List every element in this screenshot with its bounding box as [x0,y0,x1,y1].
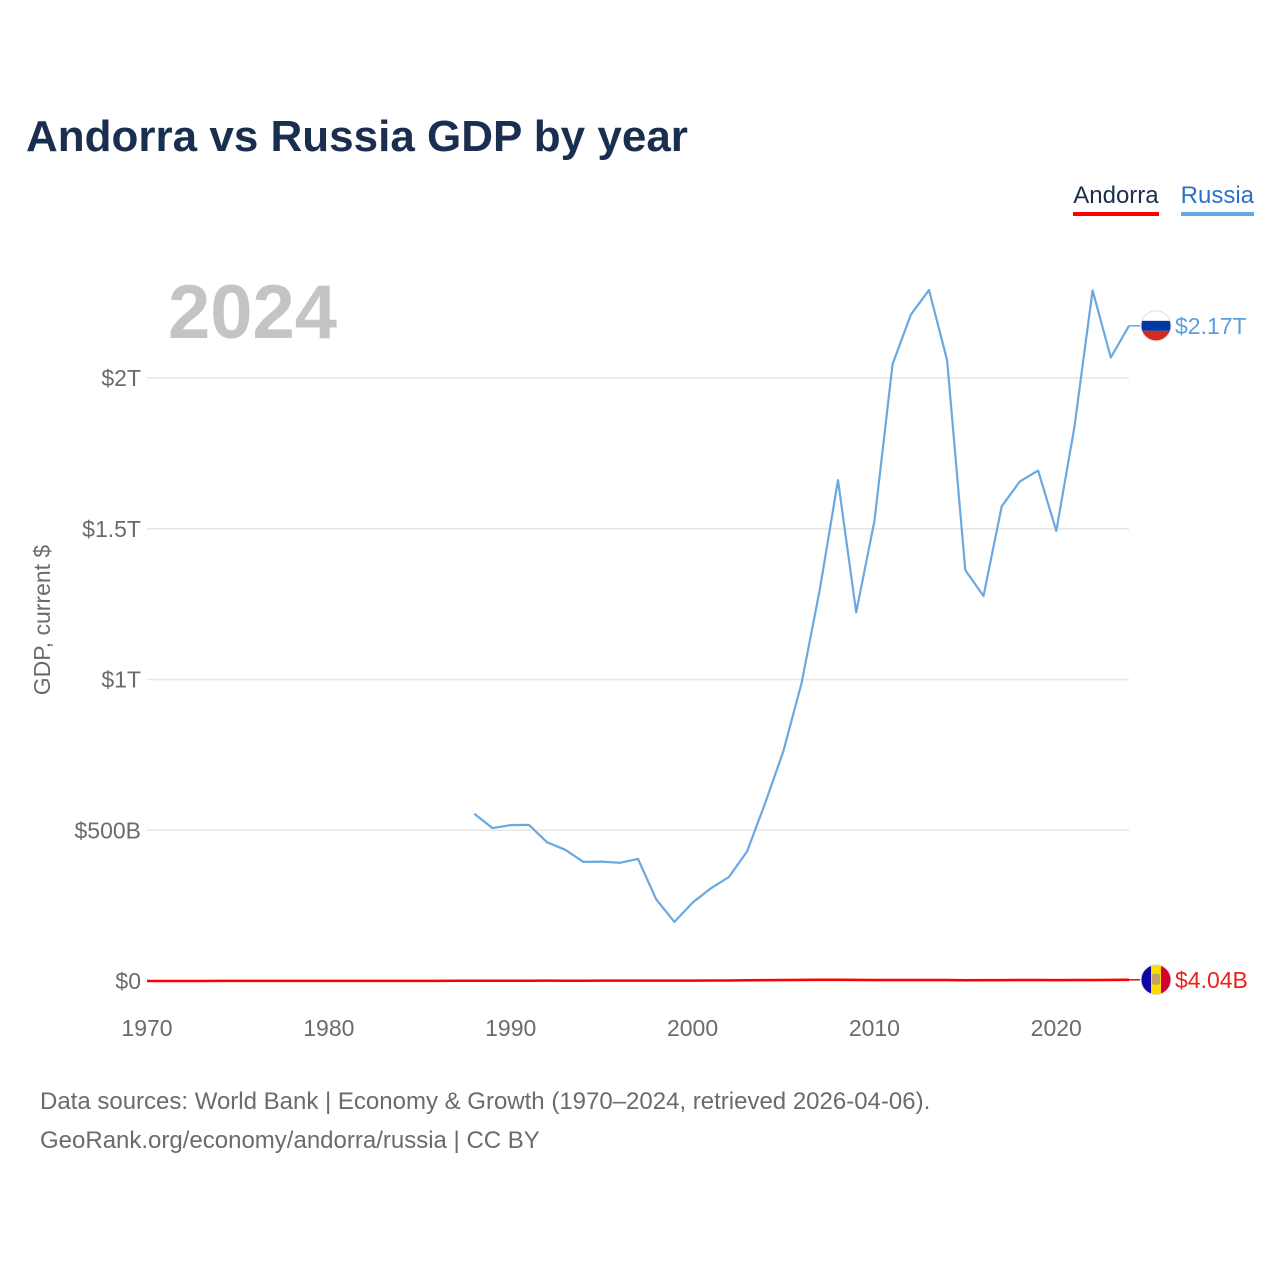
x-tick-label: 1980 [303,1015,354,1041]
flag-stripe-white [1141,310,1171,321]
source-url[interactable]: GeoRank.org/economy/andorra/russia | CC … [40,1127,540,1154]
x-tick-label: 2020 [1031,1015,1082,1041]
series-endpoints: $4.04B $2.17T [1129,310,1248,996]
series-line-andorra [147,978,1130,983]
flag-border [1140,310,1172,342]
y-tick-label: $1T [101,667,141,693]
end-value-label-andorra: $4.04B [1175,967,1248,993]
x-axis-ticks: 1970 1980 1990 2000 2010 2020 [121,1015,1081,1041]
flag-icon-russia [1140,310,1172,342]
x-tick-label: 2000 [667,1015,718,1041]
legend: Andorra Russia [1073,182,1254,216]
legend-item-andorra[interactable]: Andorra [1073,182,1159,216]
y-axis-label: GDP, current $ [29,545,55,696]
series-line-russia [473,288,1130,924]
legend-item-russia[interactable]: Russia [1180,182,1254,216]
flag-icon-andorra [1140,964,1172,996]
x-tick-label: 2010 [849,1015,900,1041]
year-watermark: 2024 [168,270,337,355]
flag-stripe-blue [1141,320,1171,331]
x-tick-label: 1990 [485,1015,536,1041]
end-value-label-russia: $2.17T [1175,313,1247,339]
grid-lines [147,377,1129,982]
series-lines [147,288,1130,983]
y-tick-label: $500B [74,817,141,843]
y-tick-label: $1.5T [82,516,141,542]
gdp-line-chart: 2024 $0 $500B $1T $1.5T $2T 1970 1980 1990 2000… [29,270,1248,1041]
data-sources-note: Data sources: World Bank | Economy & Gro… [40,1088,931,1115]
y-tick-label: $2T [101,365,141,391]
flag-coat-of-arms [1152,973,1160,985]
footer: Data sources: World Bank | Economy & Gro… [40,1082,930,1160]
flag-border [1140,964,1172,996]
y-axis-ticks: $0 $500B $1T $1.5T $2T [74,365,141,994]
flag-stripe-red [1161,964,1171,995]
flag-stripe-red [1141,330,1171,341]
flag-stripe-blue [1141,964,1151,995]
y-tick-label: $0 [115,968,141,994]
x-tick-label: 1970 [121,1015,172,1041]
chart-title: Andorra vs Russia GDP by year [26,112,688,161]
